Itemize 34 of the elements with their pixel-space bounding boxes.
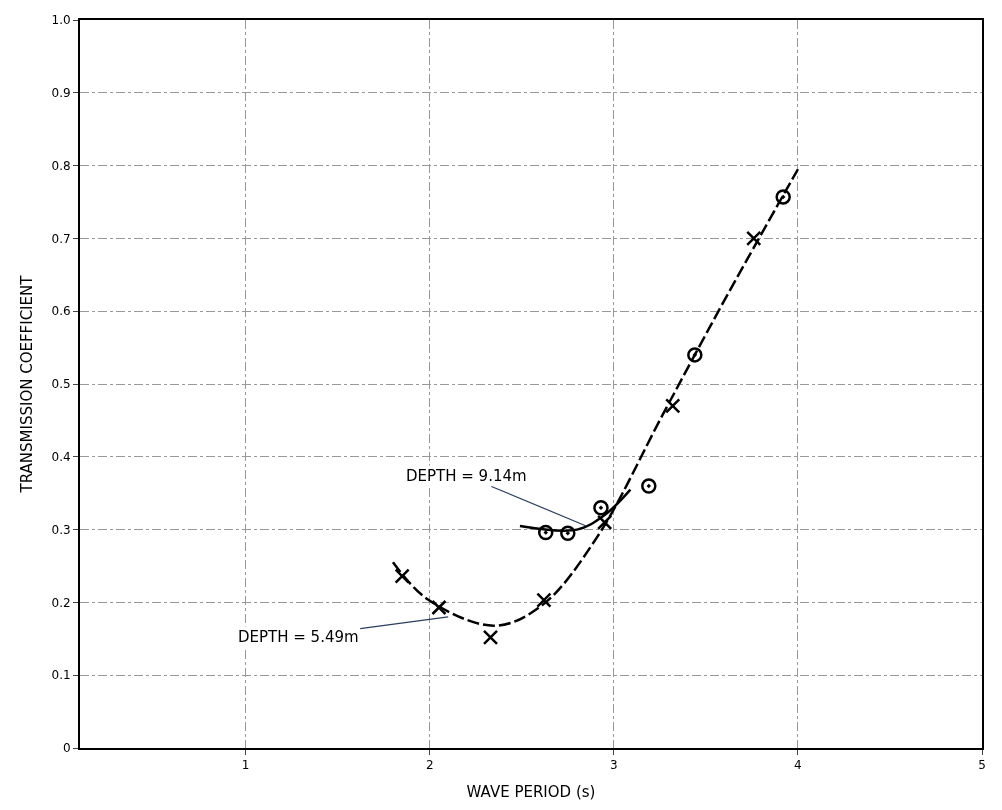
x-tick-label: 2 xyxy=(425,758,434,773)
y-tick-label: 0.7 xyxy=(51,231,71,246)
y-axis-title: TRANSMISSION COEFFICIENT xyxy=(18,274,37,494)
line-series xyxy=(391,167,800,627)
point xyxy=(431,599,447,616)
y-tick-label: 0.5 xyxy=(51,377,71,392)
x-tick-label: 3 xyxy=(610,758,618,773)
point xyxy=(687,347,703,363)
y-tick-label: 0.8 xyxy=(51,158,71,173)
x-tick-label: 4 xyxy=(794,758,802,773)
x-tick-label: 5 xyxy=(978,758,986,773)
x-tick-label: 1 xyxy=(241,758,250,773)
point xyxy=(560,525,576,541)
y-tick-label: 0.4 xyxy=(51,450,71,464)
y-tick-label: 0 xyxy=(62,741,71,756)
point xyxy=(775,189,791,205)
point xyxy=(536,592,552,608)
annotation: DEPTH = 9.14m xyxy=(406,467,527,485)
y-tick-label: 1.0 xyxy=(51,13,71,28)
y-tick-label: 0.2 xyxy=(51,595,71,610)
y-tick-label: 0.3 xyxy=(51,522,71,537)
point xyxy=(596,514,613,531)
point xyxy=(394,568,410,584)
y-tick-label: 0.9 xyxy=(51,86,71,100)
x-axis-title: WAVE PERIOD (s) xyxy=(466,782,596,801)
annotation: DEPTH = 5.49m xyxy=(238,628,359,646)
point xyxy=(641,478,657,494)
point xyxy=(482,629,499,646)
y-tick-label: 0.6 xyxy=(51,304,71,319)
point xyxy=(664,398,681,414)
point xyxy=(745,230,762,247)
point xyxy=(593,500,609,516)
y-tick-label: 0.1 xyxy=(51,668,71,683)
point xyxy=(537,524,554,541)
